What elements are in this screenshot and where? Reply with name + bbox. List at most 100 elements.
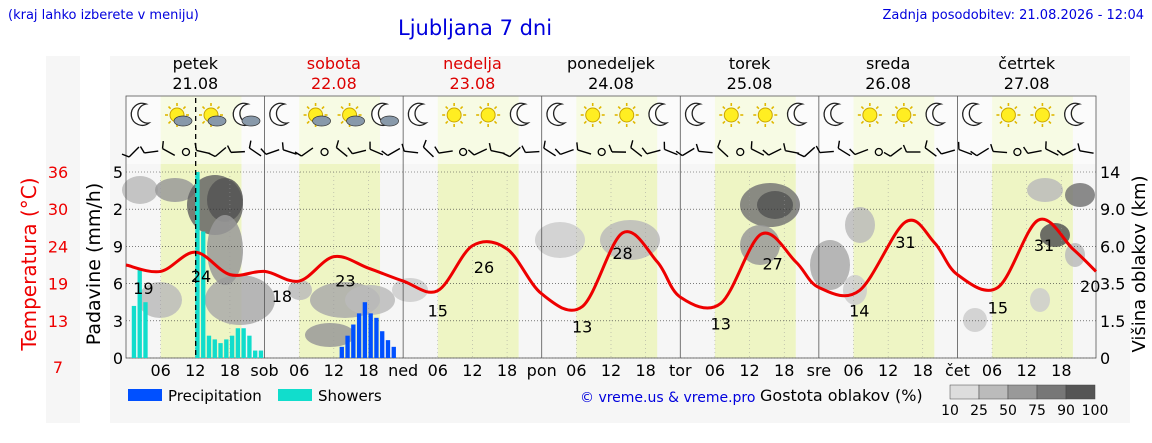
- barb-feather: [717, 139, 722, 148]
- wind-barb: [990, 143, 1008, 154]
- barb-feather: [990, 143, 994, 152]
- barb-feather: [797, 152, 805, 158]
- day-name-3: ponedeljek: [567, 54, 656, 73]
- barb-feather: [641, 147, 648, 155]
- sun-icon: [199, 103, 227, 127]
- sun-icon: [614, 103, 639, 127]
- sun-icon: [719, 103, 744, 127]
- wind-barb: [1022, 146, 1042, 155]
- moon-icon: [1064, 102, 1085, 126]
- shower-bar: [137, 268, 142, 358]
- sun-ray: [771, 120, 775, 125]
- sun-icon: [753, 103, 778, 127]
- cloud-cell: [963, 308, 987, 332]
- cloud-glyph: [207, 115, 227, 127]
- sun-ray: [909, 105, 913, 110]
- barb-feather: [1022, 146, 1029, 154]
- cloud-cell: [535, 222, 585, 258]
- barb-feather: [369, 141, 371, 150]
- shower-bar: [253, 350, 258, 358]
- shower-bar: [195, 172, 200, 358]
- page-title: Ljubljana 7 dni: [398, 16, 553, 40]
- x-tick-label: ned: [388, 361, 418, 380]
- temperature-labels: 19 24 18 23 15 26 13 28 13 27 14 31 15 31 20: [133, 233, 1100, 337]
- temperature-label: 19: [133, 279, 153, 298]
- x-tick-label: 18: [497, 361, 517, 380]
- precipitation-bar: [374, 317, 379, 358]
- moon-icon: [925, 102, 947, 126]
- barb-feather: [260, 148, 267, 155]
- temperature-label: 23: [335, 272, 355, 291]
- sun-ray: [771, 105, 775, 110]
- day-date-0: 21.08: [172, 74, 218, 93]
- barb-feather: [488, 142, 492, 151]
- barb-shaft: [1045, 148, 1059, 156]
- barb-feather: [467, 149, 475, 156]
- cloud-cell: [138, 282, 182, 318]
- cloud-height-tick: 0: [1100, 349, 1110, 368]
- sun-ray: [860, 120, 865, 125]
- wind-barb: [467, 148, 488, 156]
- precipitation-tick: 6: [113, 275, 123, 294]
- cloud-glyph: [312, 115, 331, 127]
- day-date-4: 25.08: [727, 74, 773, 93]
- wind-barb: [970, 147, 990, 157]
- sun-icon: [1030, 103, 1055, 127]
- x-tick-label: 06: [843, 361, 863, 380]
- temperature-tick: 13: [48, 312, 68, 331]
- wind-barb: [762, 148, 782, 156]
- wind-barb: [641, 147, 661, 155]
- cloud-density-swatch: [949, 384, 980, 400]
- wind-barb: [208, 146, 227, 158]
- temperature-axis-label: Temperatura (°C): [17, 177, 41, 351]
- sun-ray: [493, 120, 498, 125]
- barb-shaft: [301, 147, 314, 157]
- x-tick-label: 18: [635, 361, 655, 380]
- sun-ray: [167, 105, 172, 110]
- wind-barb: [248, 140, 262, 157]
- cloud-cell: [1065, 243, 1085, 267]
- wind-barb: [663, 141, 678, 156]
- moon-crescent: [823, 102, 845, 126]
- cloud-density-swatch: [1036, 384, 1067, 400]
- barb-shaft: [941, 149, 956, 155]
- cloud-glyph: [241, 115, 261, 127]
- cloud-height-tick: 14: [1100, 163, 1120, 182]
- day-name-1: sobota: [307, 54, 361, 73]
- last-updated: Zadnja posodobitev: 21.08.2026 - 12:04: [882, 8, 1144, 23]
- wind-barb: [226, 145, 245, 154]
- shower-bar: [201, 231, 206, 358]
- precipitation-tick: 3: [113, 312, 123, 331]
- cloud-height-tick: 6.0: [1100, 237, 1125, 256]
- day-date-6: 27.08: [1004, 74, 1050, 93]
- precipitation-bar: [385, 340, 391, 358]
- barb-shaft: [837, 147, 851, 157]
- sun-disc: [480, 107, 496, 123]
- cloud-cell: [1065, 183, 1095, 207]
- barb-shaft: [819, 150, 834, 154]
- barb-shaft: [630, 147, 643, 157]
- cloud-density-level: 75: [1028, 403, 1046, 419]
- sun-ray: [999, 120, 1003, 125]
- wind-barb: [883, 147, 903, 157]
- temperature-label: 27: [762, 254, 782, 273]
- day-date-3: 24.08: [588, 74, 634, 93]
- sun-ray: [737, 120, 741, 125]
- day-name-2: nedelja: [443, 54, 502, 73]
- barb-shaft: [283, 149, 297, 155]
- barb-shaft: [128, 146, 140, 158]
- barb-feather: [750, 141, 753, 149]
- x-axis-ticks: 06 12 18 sob 06 12 18 ned 06 12 18 pon 06 12 18 tor 06 12…: [150, 361, 1071, 380]
- wind-barb: [783, 143, 800, 155]
- sun-ray: [1033, 105, 1037, 110]
- precipitation-bar: [345, 335, 350, 358]
- sun-ray: [445, 105, 449, 110]
- moon-crescent: [786, 102, 808, 126]
- barb-shaft: [352, 149, 367, 155]
- sun-icon: [996, 103, 1021, 127]
- barb-feather: [281, 142, 284, 150]
- wind-barb: [797, 146, 816, 158]
- wind-barb: [936, 147, 956, 155]
- shower-bar: [131, 305, 137, 358]
